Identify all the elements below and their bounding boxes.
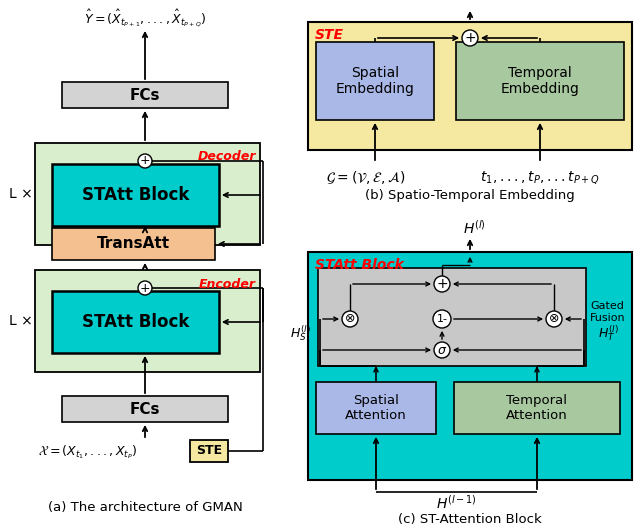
Text: $\sigma$: $\sigma$ [437,344,447,356]
Bar [52,164,219,226]
Text: L ×: L × [9,314,33,328]
Bar [316,42,434,120]
Bar [35,270,260,372]
Circle shape [462,30,478,46]
Bar [52,228,215,260]
Text: STE: STE [315,28,344,42]
Text: Gated
Fusion: Gated Fusion [590,301,626,323]
Text: FCs: FCs [130,401,160,417]
Bar [62,82,228,108]
Bar [52,291,219,353]
Text: $H^{(l)}$: $H^{(l)}$ [463,219,485,237]
Bar [318,268,586,366]
Text: 1-: 1- [436,314,447,324]
Text: $t_1,...,t_P,...t_{P+Q}$: $t_1,...,t_P,...t_{P+Q}$ [480,168,600,185]
Bar [454,382,620,434]
Text: $H^{(l-1)}$: $H^{(l-1)}$ [436,494,477,512]
Bar [308,252,632,480]
Circle shape [342,311,358,327]
Text: +: + [140,155,150,167]
Circle shape [138,154,152,168]
Bar [456,42,624,120]
Text: FCs: FCs [130,88,160,102]
Text: STAtt Block: STAtt Block [82,186,189,204]
Text: (a) The architecture of GMAN: (a) The architecture of GMAN [47,502,243,514]
Text: $\mathcal{X}=(X_{t_1},...,X_{t_P})$: $\mathcal{X}=(X_{t_1},...,X_{t_P})$ [38,443,138,461]
Bar [316,382,436,434]
Text: Decoder: Decoder [198,150,256,164]
Text: +: + [436,277,448,291]
Text: STAtt Block: STAtt Block [82,313,189,331]
Bar [308,22,632,150]
Text: $\hat{Y}=(\hat{X}_{t_{P+1}},...,\hat{X}_{t_{P+Q}})$: $\hat{Y}=(\hat{X}_{t_{P+1}},...,\hat{X}_… [84,7,206,29]
Text: $H_T^{(l)}$: $H_T^{(l)}$ [598,323,618,343]
Text: $\otimes$: $\otimes$ [344,313,356,325]
Circle shape [546,311,562,327]
Text: Temporal
Embedding: Temporal Embedding [500,66,579,96]
Text: $H_S^{(l)}$: $H_S^{(l)}$ [290,323,310,343]
Circle shape [138,281,152,295]
Bar [35,143,260,245]
Circle shape [433,310,451,328]
Text: (c) ST-Attention Block: (c) ST-Attention Block [398,514,542,526]
Text: +: + [140,281,150,295]
Text: +: + [464,31,476,45]
Text: Temporal
Attention: Temporal Attention [506,394,568,422]
Text: L ×: L × [9,187,33,201]
Text: TransAtt: TransAtt [97,237,170,251]
Text: Spatial
Embedding: Spatial Embedding [335,66,415,96]
Circle shape [434,276,450,292]
Text: Spatial
Attention: Spatial Attention [345,394,407,422]
Bar [190,440,228,462]
Text: Encoder: Encoder [199,278,256,290]
Text: (b) Spatio-Temporal Embedding: (b) Spatio-Temporal Embedding [365,190,575,203]
Text: STE: STE [196,445,222,457]
Bar [62,396,228,422]
Circle shape [434,342,450,358]
Text: $\mathcal{G}=(\mathcal{V},\mathcal{E},\mathcal{A})$: $\mathcal{G}=(\mathcal{V},\mathcal{E},\m… [326,168,406,185]
Text: STAtt Block: STAtt Block [315,258,404,272]
Text: $\otimes$: $\otimes$ [548,313,559,325]
